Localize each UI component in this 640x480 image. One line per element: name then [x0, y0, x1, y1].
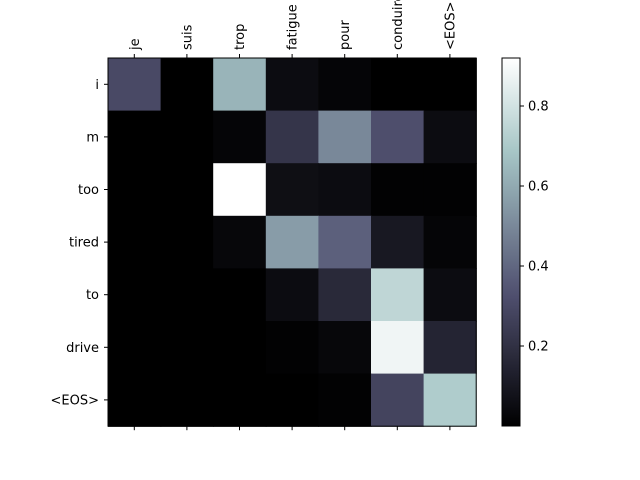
- y-axis: i m too tired to drive <EOS>: [51, 78, 108, 408]
- heatmap-cell: [213, 163, 267, 217]
- colorbar-tick-label: 0.6: [528, 180, 549, 195]
- x-tick-label: pour: [338, 20, 353, 50]
- x-tick-label: fatigue: [286, 4, 301, 50]
- heatmap-cell: [265, 163, 319, 217]
- heatmap-cell: [371, 215, 425, 269]
- x-tick-label: trop: [233, 24, 248, 50]
- x-tick-label: suis: [180, 24, 195, 50]
- heatmap-cell: [318, 215, 372, 269]
- heatmap-cell: [265, 373, 319, 427]
- heatmap-cell: [108, 215, 162, 269]
- heatmap-cell: [318, 373, 372, 427]
- heatmap-cell: [108, 268, 162, 322]
- heatmap-cell: [423, 58, 477, 112]
- colorbar-tick-label: 0.4: [528, 260, 549, 275]
- colorbar: 0.2 0.4 0.6 0.8: [501, 57, 549, 427]
- heatmap-cell: [265, 215, 319, 269]
- heatmap-cell: [108, 110, 162, 164]
- heatmap-cell: [213, 268, 267, 322]
- heatmap-cell: [371, 321, 425, 375]
- heatmap-cell: [213, 58, 267, 112]
- heatmap-cell: [423, 268, 477, 322]
- heatmap-cell: [160, 321, 214, 375]
- heatmap-cell: [213, 373, 267, 427]
- heatmap-cell: [108, 163, 162, 217]
- colorbar-tick-label: 0.8: [528, 100, 549, 115]
- y-tick-label: tired: [69, 236, 99, 251]
- x-tick-label: je: [128, 38, 143, 51]
- heatmap-cell: [423, 163, 477, 217]
- heatmap-cell: [423, 215, 477, 269]
- heatmap-cell: [371, 58, 425, 112]
- y-tick-label: too: [78, 183, 99, 198]
- heatmap-cells: [108, 58, 477, 427]
- x-tick-label: conduire: [391, 0, 406, 50]
- heatmap-cell: [108, 373, 162, 427]
- heatmap-cell: [213, 110, 267, 164]
- heatmap-cell: [423, 110, 477, 164]
- heatmap-cell: [160, 163, 214, 217]
- y-tick-label: drive: [66, 341, 99, 356]
- heatmap-cell: [213, 321, 267, 375]
- heatmap-cell: [108, 321, 162, 375]
- y-tick-label: i: [95, 78, 99, 93]
- heatmap-cell: [423, 321, 477, 375]
- heatmap-cell: [318, 268, 372, 322]
- heatmap-cell: [160, 268, 214, 322]
- colorbar-frame: [501, 57, 521, 427]
- heatmap-cell: [265, 110, 319, 164]
- heatmap-cell: [160, 110, 214, 164]
- heatmap-cell: [265, 268, 319, 322]
- y-tick-label: <EOS>: [51, 393, 99, 408]
- heatmap-cell: [160, 215, 214, 269]
- colorbar-tick-label: 0.2: [528, 340, 549, 355]
- heatmap-cell: [371, 110, 425, 164]
- heatmap-cell: [371, 163, 425, 217]
- heatmap-cell: [265, 58, 319, 112]
- heatmap-cell: [160, 58, 214, 112]
- y-tick-label: to: [86, 288, 99, 303]
- x-tick-label: <EOS>: [443, 2, 458, 50]
- heatmap-cell: [160, 373, 214, 427]
- heatmap-cell: [423, 373, 477, 427]
- heatmap-cell: [213, 215, 267, 269]
- x-axis-top: je suis trop fatigue pour conduire <EOS>: [128, 0, 458, 58]
- heatmap-cell: [318, 110, 372, 164]
- x-axis-bottom-ticks: [133, 426, 451, 431]
- heatmap-cell: [318, 58, 372, 112]
- colorbar-gradient: [502, 58, 520, 426]
- heatmap-cell: [265, 321, 319, 375]
- heatmap-cell: [371, 373, 425, 427]
- heatmap-cell: [371, 268, 425, 322]
- heatmap-cell: [318, 321, 372, 375]
- heatmap-cell: [108, 58, 162, 112]
- heatmap-cell: [318, 163, 372, 217]
- y-tick-label: m: [86, 130, 99, 145]
